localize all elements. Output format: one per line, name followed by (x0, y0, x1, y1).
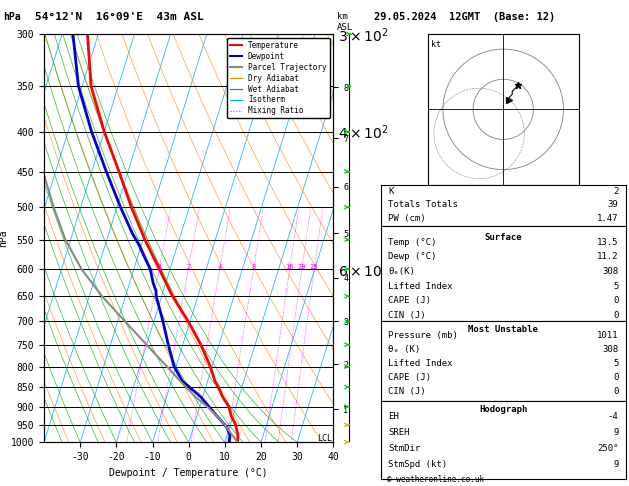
Text: 5: 5 (613, 282, 618, 291)
Text: CIN (J): CIN (J) (388, 311, 426, 320)
Text: km
ASL: km ASL (337, 12, 353, 32)
Text: 1.47: 1.47 (597, 214, 618, 223)
Text: 4: 4 (218, 264, 222, 270)
Text: © weatheronline.co.uk: © weatheronline.co.uk (387, 474, 484, 484)
Text: hPa: hPa (3, 12, 21, 22)
Text: 1: 1 (157, 264, 161, 270)
Text: Pressure (mb): Pressure (mb) (388, 330, 458, 340)
Text: Hodograph: Hodograph (479, 405, 527, 414)
Text: 2: 2 (186, 264, 191, 270)
Text: Most Unstable: Most Unstable (468, 325, 538, 334)
Text: -4: -4 (608, 412, 618, 421)
Text: 250°: 250° (597, 444, 618, 453)
Text: 11.2: 11.2 (597, 252, 618, 261)
Text: Totals Totals: Totals Totals (388, 200, 458, 209)
Y-axis label: hPa: hPa (0, 229, 8, 247)
Text: 13.5: 13.5 (597, 238, 618, 246)
Text: Lifted Index: Lifted Index (388, 359, 452, 368)
Text: EH: EH (388, 412, 399, 421)
Text: 20: 20 (298, 264, 306, 270)
Text: 9: 9 (613, 460, 618, 469)
Text: 0: 0 (613, 296, 618, 305)
Text: CAPE (J): CAPE (J) (388, 296, 431, 305)
Text: θₑ(K): θₑ(K) (388, 267, 415, 276)
Text: Surface: Surface (484, 233, 522, 242)
Text: 9: 9 (613, 428, 618, 437)
Text: 25: 25 (310, 264, 318, 270)
Text: 1011: 1011 (597, 330, 618, 340)
Text: LCL: LCL (317, 434, 332, 443)
Text: 29.05.2024  12GMT  (Base: 12): 29.05.2024 12GMT (Base: 12) (374, 12, 555, 22)
Legend: Temperature, Dewpoint, Parcel Trajectory, Dry Adiabat, Wet Adiabat, Isotherm, Mi: Temperature, Dewpoint, Parcel Trajectory… (227, 38, 330, 119)
Text: 0: 0 (613, 387, 618, 396)
Y-axis label: km
ASL: km ASL (391, 231, 409, 245)
Text: CIN (J): CIN (J) (388, 387, 426, 396)
Text: θₑ (K): θₑ (K) (388, 345, 420, 354)
Text: 5: 5 (613, 359, 618, 368)
Text: 308: 308 (603, 345, 618, 354)
Text: StmDir: StmDir (388, 444, 420, 453)
Text: PW (cm): PW (cm) (388, 214, 426, 223)
Text: SREH: SREH (388, 428, 409, 437)
Text: CAPE (J): CAPE (J) (388, 373, 431, 382)
Text: Temp (°C): Temp (°C) (388, 238, 437, 246)
Text: Dewp (°C): Dewp (°C) (388, 252, 437, 261)
Text: 54°12'N  16°09'E  43m ASL: 54°12'N 16°09'E 43m ASL (35, 12, 203, 22)
Text: 0: 0 (613, 373, 618, 382)
Text: 2: 2 (613, 187, 618, 196)
X-axis label: Dewpoint / Temperature (°C): Dewpoint / Temperature (°C) (109, 468, 268, 478)
Text: 39: 39 (608, 200, 618, 209)
Text: 308: 308 (603, 267, 618, 276)
Text: Lifted Index: Lifted Index (388, 282, 452, 291)
Text: 8: 8 (252, 264, 255, 270)
Text: kt: kt (431, 40, 441, 49)
Text: StmSpd (kt): StmSpd (kt) (388, 460, 447, 469)
Text: 0: 0 (613, 311, 618, 320)
Text: K: K (388, 187, 393, 196)
Text: 16: 16 (286, 264, 294, 270)
